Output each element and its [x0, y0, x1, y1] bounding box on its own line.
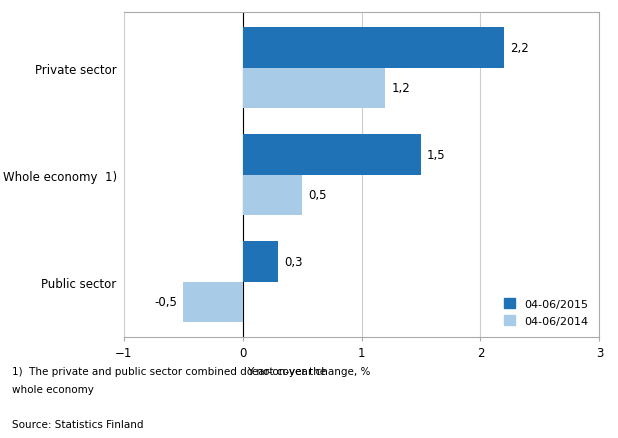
Text: Source: Statistics Finland: Source: Statistics Finland: [12, 419, 144, 429]
Text: 2,2: 2,2: [510, 42, 529, 55]
Text: 1,5: 1,5: [427, 148, 446, 161]
Text: whole economy: whole economy: [12, 384, 94, 394]
Bar: [242, 175, 302, 216]
Text: 1,2: 1,2: [391, 82, 410, 95]
Bar: [242, 134, 421, 175]
Text: 0,5: 0,5: [308, 189, 326, 202]
Bar: [183, 282, 242, 322]
Legend: 04-06/2015, 04-06/2014: 04-06/2015, 04-06/2014: [499, 293, 594, 332]
Text: Year-on-year change, %: Year-on-year change, %: [247, 367, 371, 377]
Text: -0,5: -0,5: [154, 296, 177, 309]
Bar: [242, 241, 278, 282]
Text: 0,3: 0,3: [284, 255, 303, 268]
Bar: [242, 68, 386, 109]
Bar: [242, 28, 504, 68]
Text: 1)  The private and public sector combined do not cover the: 1) The private and public sector combine…: [12, 367, 326, 377]
